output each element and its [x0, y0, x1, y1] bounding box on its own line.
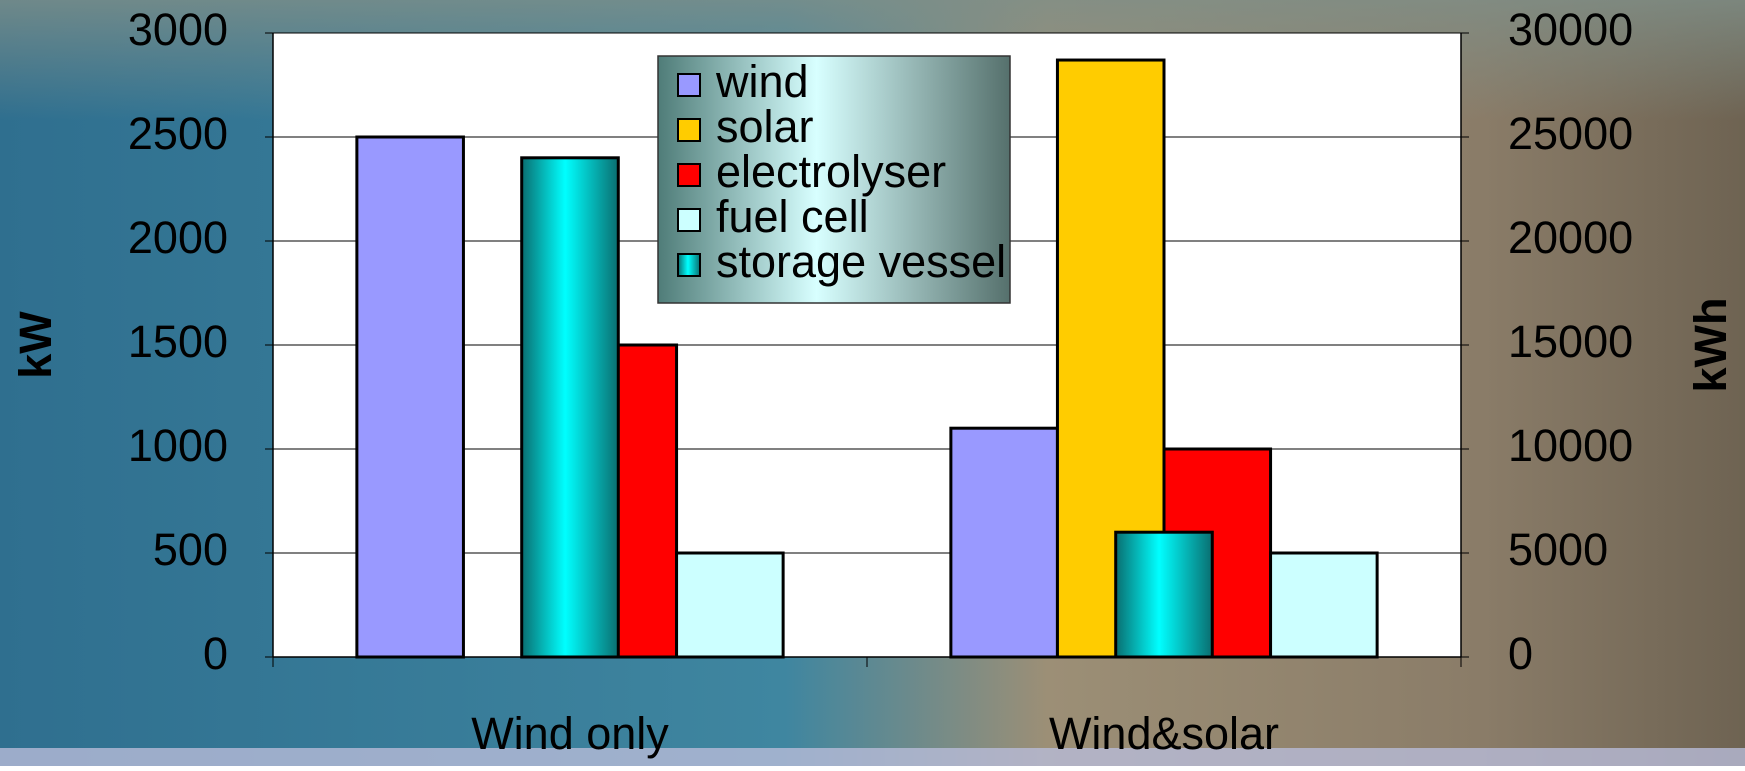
y2-tick-label: 15000	[1508, 316, 1633, 367]
legend-label: electrolyser	[716, 146, 946, 197]
y2-tick-label: 0	[1508, 628, 1533, 679]
legend-label: storage vessel	[716, 236, 1006, 287]
bottom-strip	[0, 748, 1745, 766]
legend-swatch	[677, 253, 701, 277]
legend-swatch	[677, 118, 701, 142]
y-tick-label: 1000	[128, 420, 228, 471]
y2-tick-label: 20000	[1508, 212, 1633, 263]
bar	[355, 135, 465, 659]
y2-axis-label: kWh	[1685, 298, 1736, 393]
x-tick-label: Wind only	[471, 708, 669, 759]
legend-label: wind	[715, 56, 809, 107]
y-tick-label: 2500	[128, 108, 228, 159]
legend-swatch	[677, 73, 701, 97]
bar	[675, 551, 785, 659]
y2-tick-label: 5000	[1508, 524, 1608, 575]
y2-tick-label: 30000	[1508, 4, 1633, 55]
y2-tick-label: 10000	[1508, 420, 1633, 471]
y-tick-label: 3000	[128, 4, 228, 55]
legend-swatch	[677, 163, 701, 187]
y-axis-label: kW	[10, 311, 61, 379]
bar	[1114, 530, 1214, 659]
legend-box	[657, 55, 1011, 304]
y-tick-label: 0	[203, 628, 228, 679]
legend-label: fuel cell	[716, 191, 869, 242]
y-tick-label: 1500	[128, 316, 228, 367]
bar	[949, 426, 1059, 659]
bar	[1269, 551, 1379, 659]
y2-tick-label: 25000	[1508, 108, 1633, 159]
legend-label: solar	[716, 101, 814, 152]
x-tick-label: Wind&solar	[1049, 708, 1279, 759]
legend-swatch	[677, 208, 701, 232]
y-tick-label: 500	[153, 524, 228, 575]
bar	[520, 156, 620, 659]
y-tick-label: 2000	[128, 212, 228, 263]
